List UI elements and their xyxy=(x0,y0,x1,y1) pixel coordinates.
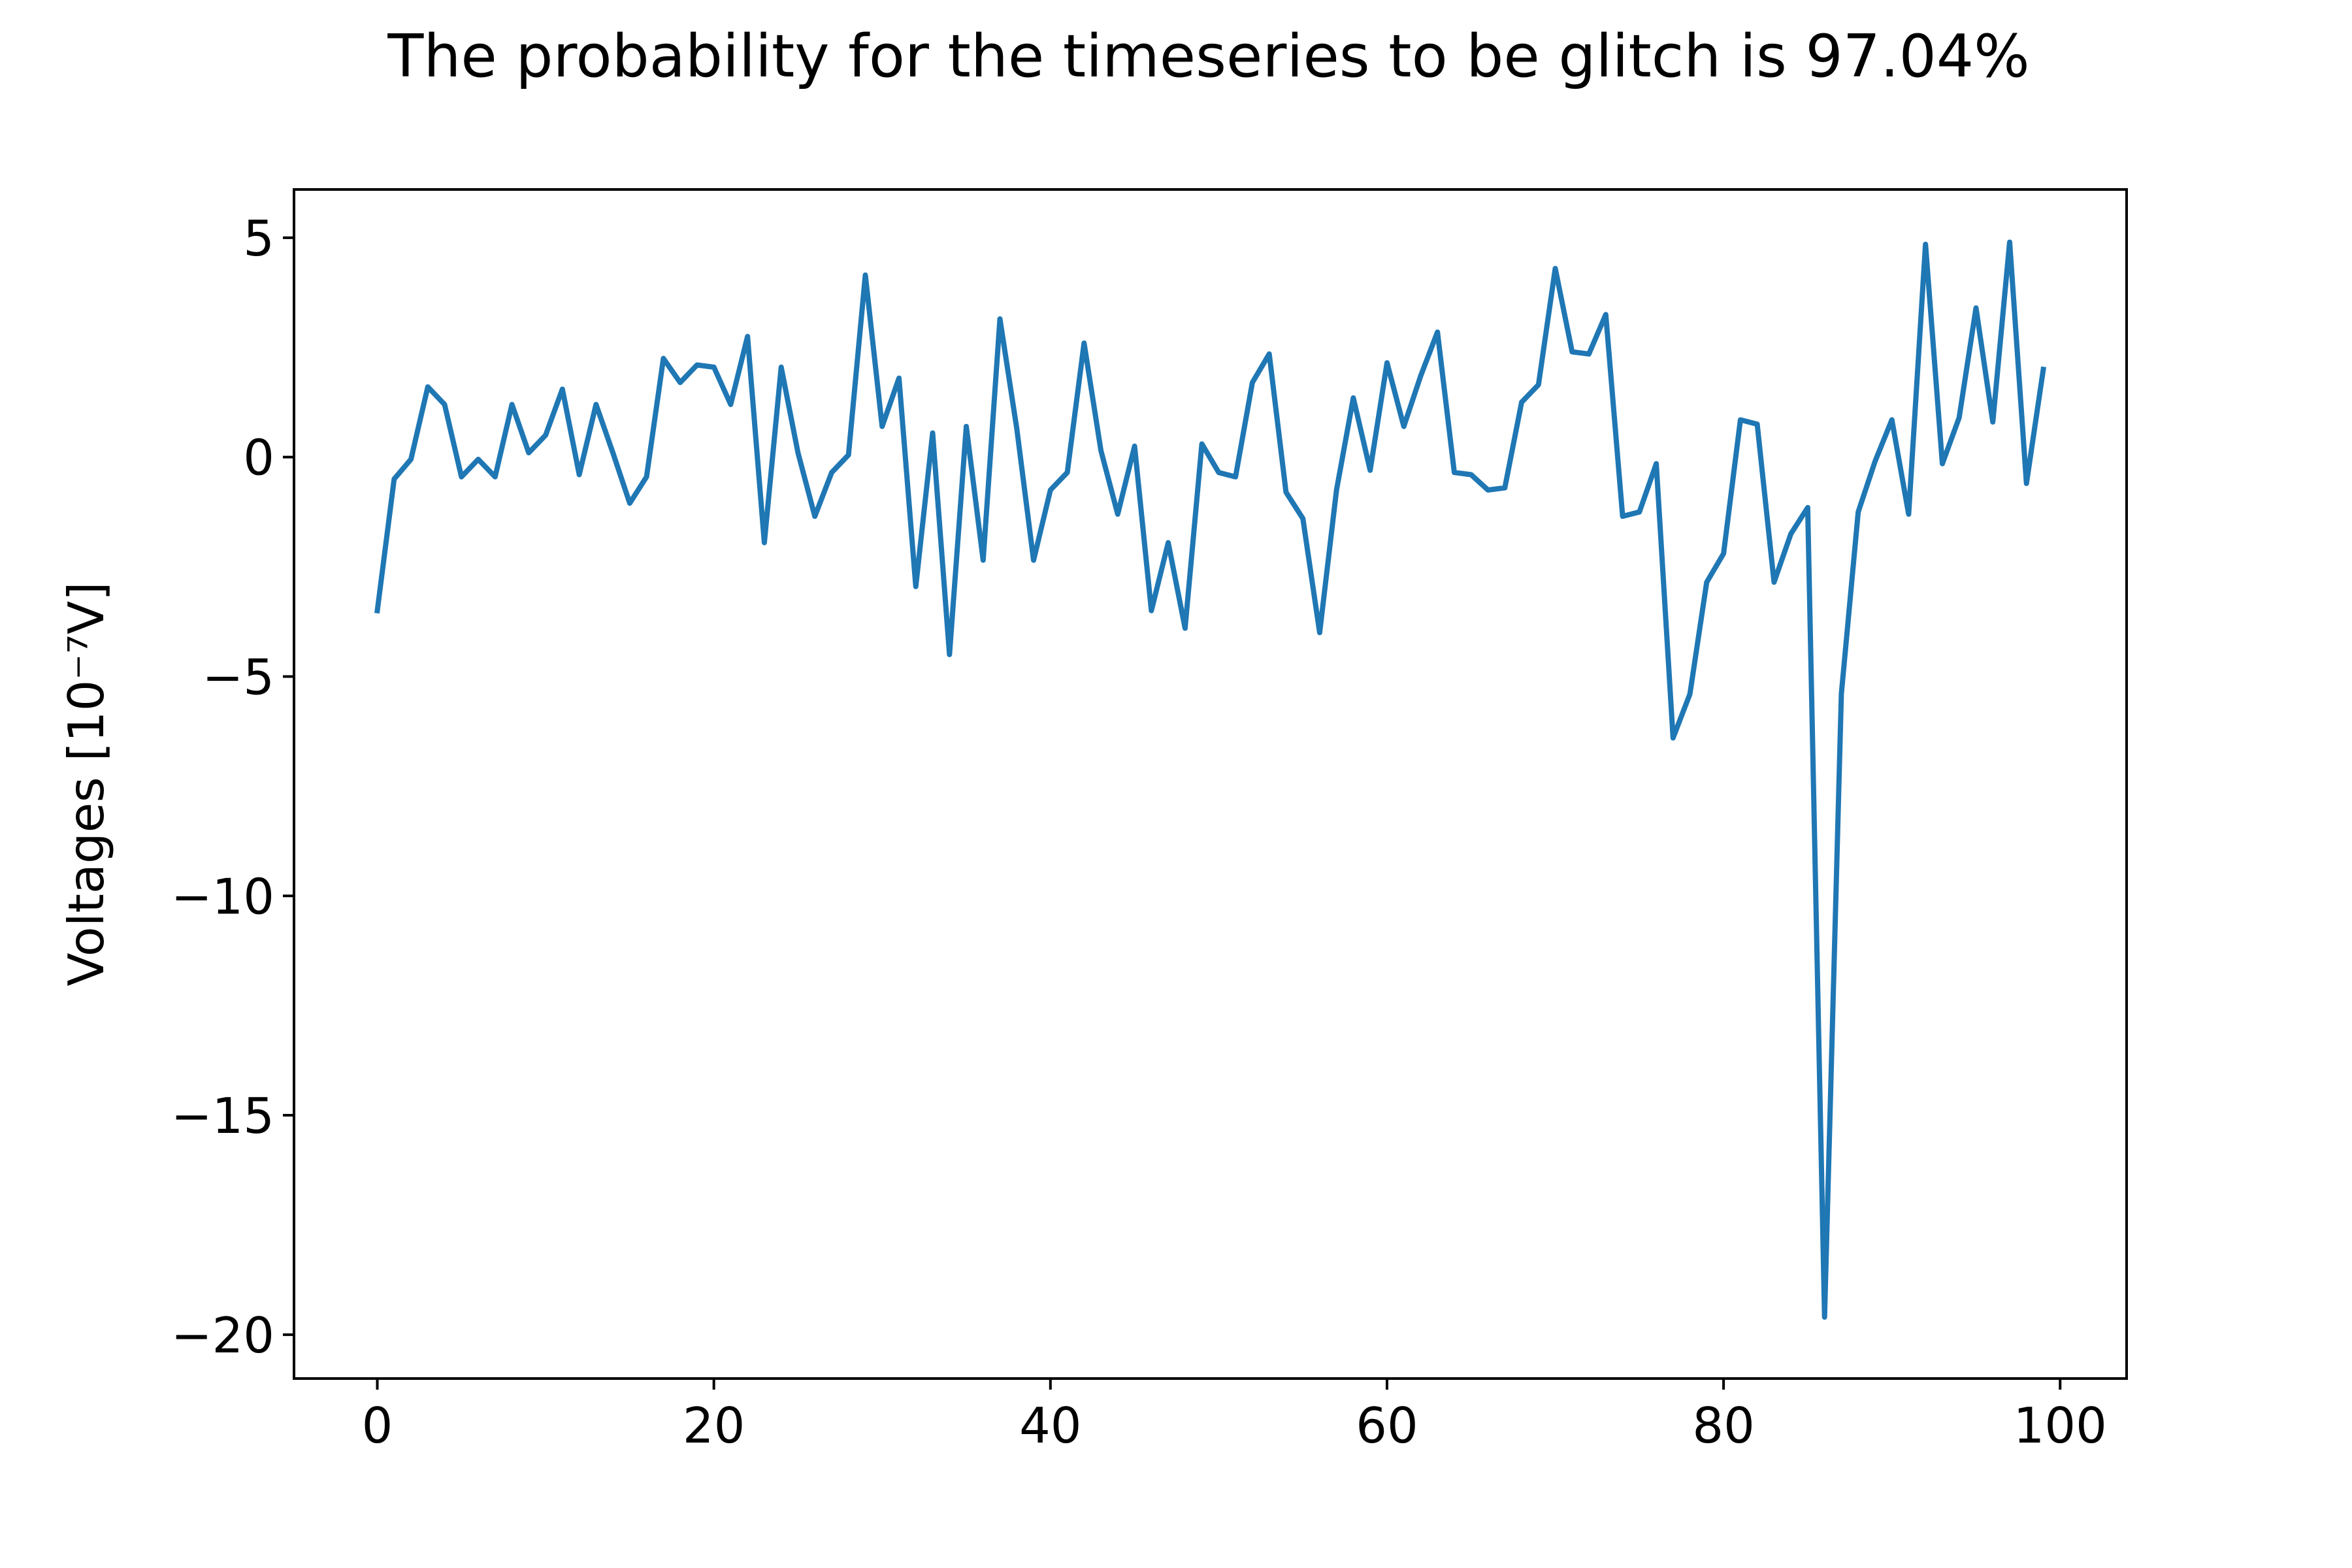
x-tick-label: 20 xyxy=(683,1397,745,1454)
x-tick-label: 60 xyxy=(1356,1397,1418,1454)
x-tick-label: 0 xyxy=(362,1397,393,1454)
x-tick-label: 80 xyxy=(1692,1397,1754,1454)
y-tick-label: −10 xyxy=(171,868,274,925)
plot-area: 0 20 40 60 80 100 5 0 −5 −10 −15 −20 xyxy=(171,188,2128,1454)
x-tick-label: 40 xyxy=(1019,1397,1081,1454)
y-tick-label: 5 xyxy=(243,210,274,267)
x-tick-label: 100 xyxy=(2014,1397,2107,1454)
y-tick-label: 0 xyxy=(243,429,274,487)
y-tick-label: −15 xyxy=(171,1087,274,1145)
y-tick-label: −5 xyxy=(202,648,274,706)
series-line-0 xyxy=(374,239,2047,1320)
axes-frame xyxy=(293,188,2128,1380)
chart-title: The probability for the timeseries to be… xyxy=(387,22,2029,91)
y-axis-label: Voltages [10⁻⁷V] xyxy=(57,581,115,986)
y-tick-label: −20 xyxy=(171,1307,274,1364)
